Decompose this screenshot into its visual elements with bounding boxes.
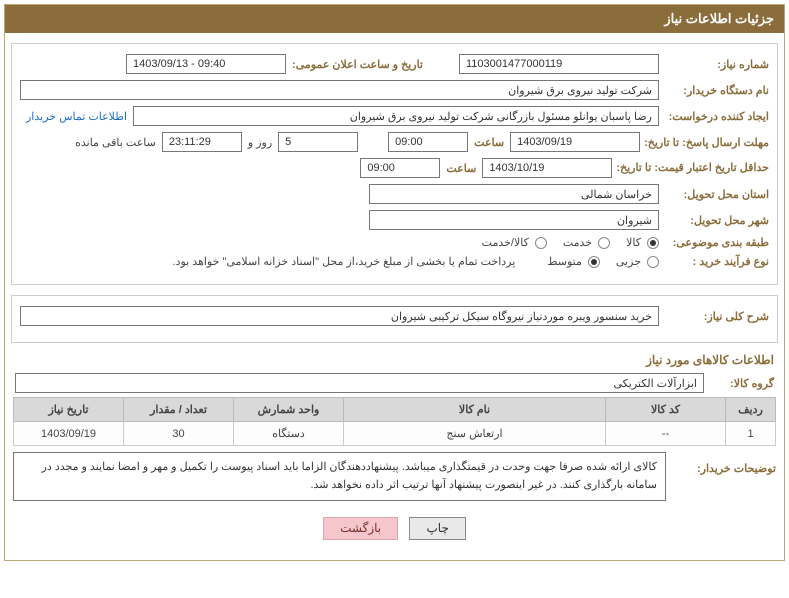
th-unit: واحد شمارش — [234, 398, 344, 422]
goods-group-value: ابزارآلات الکتریکی — [15, 373, 704, 393]
desc-fieldset: شرح کلی نیاز: خرید سنسور ویبره موردنیاز … — [11, 295, 778, 343]
price-validity-date: 1403/10/19 — [482, 158, 612, 178]
radio-goods-service[interactable] — [535, 237, 547, 249]
panel-body: شماره نیاز: 1103001477000119 تاریخ و ساع… — [5, 33, 784, 560]
remaining-suffix: ساعت باقی مانده — [75, 136, 162, 149]
cell-name: ارتعاش سنج — [344, 422, 606, 446]
table-header-row: ردیف کد کالا نام کالا واحد شمارش تعداد /… — [14, 398, 776, 422]
cell-date: 1403/09/19 — [14, 422, 124, 446]
th-row: ردیف — [726, 398, 776, 422]
need-no-value: 1103001477000119 — [459, 54, 659, 74]
proc-type-group: جزیی متوسط — [535, 255, 659, 268]
province-value: خراسان شمالی — [369, 184, 659, 204]
announce-label: تاریخ و ساعت اعلان عمومی: — [286, 58, 429, 71]
reply-date-value: 1403/09/19 — [510, 132, 640, 152]
footer-buttons: چاپ بازگشت — [9, 507, 780, 554]
print-button[interactable]: چاپ — [409, 517, 465, 540]
radio-goods[interactable] — [647, 237, 659, 249]
time-label-1: ساعت — [468, 136, 510, 149]
radio-partial-label: جزیی — [604, 255, 643, 268]
table-row: 1 -- ارتعاش سنج دستگاه 30 1403/09/19 — [14, 422, 776, 446]
radio-goods-service-label: کالا/خدمت — [470, 236, 531, 249]
cell-qty: 30 — [124, 422, 234, 446]
th-name: نام کالا — [344, 398, 606, 422]
proc-note: پرداخت تمام یا بخشی از مبلغ خرید،از محل … — [173, 255, 516, 268]
details-panel: جزئیات اطلاعات نیاز شماره نیاز: 11030014… — [4, 4, 785, 561]
reply-time-value: 09:00 — [388, 132, 468, 152]
radio-goods-label: کالا — [614, 236, 643, 249]
th-date: تاریخ نیاز — [14, 398, 124, 422]
items-table: ردیف کد کالا نام کالا واحد شمارش تعداد /… — [13, 397, 776, 446]
contact-link[interactable]: اطلاعات تماس خریدار — [20, 110, 133, 123]
city-label: شهر محل تحویل: — [659, 214, 769, 227]
org-label: نام دستگاه خریدار: — [659, 84, 769, 97]
days-suffix: روز و — [242, 136, 278, 149]
buyer-notes-value: کالای ارائه شده صرفا جهت وحدت در قیمتگذا… — [13, 452, 666, 501]
cell-unit: دستگاه — [234, 422, 344, 446]
desc-label: شرح کلی نیاز: — [659, 310, 769, 323]
buyer-notes-label: توضیحات خریدار: — [666, 452, 776, 475]
radio-medium[interactable] — [588, 256, 600, 268]
th-qty: تعداد / مقدار — [124, 398, 234, 422]
subject-cat-label: طبقه بندی موضوعی: — [659, 236, 769, 249]
requester-value: رضا پاسبان یوانلو مسئول بازرگانی شرکت تو… — [133, 106, 659, 126]
days-remaining-value: 5 — [278, 132, 358, 152]
requester-label: ایجاد کننده درخواست: — [659, 110, 769, 123]
back-button[interactable]: بازگشت — [323, 517, 398, 540]
goods-group-label: گروه کالا: — [704, 377, 774, 390]
desc-value: خرید سنسور ویبره موردنیاز نیروگاه سیکل ت… — [20, 306, 659, 326]
panel-title: جزئیات اطلاعات نیاز — [5, 5, 784, 33]
price-validity-time: 09:00 — [360, 158, 440, 178]
radio-service[interactable] — [598, 237, 610, 249]
radio-partial[interactable] — [647, 256, 659, 268]
subject-cat-group: کالا خدمت کالا/خدمت — [470, 236, 659, 249]
cell-code: -- — [606, 422, 726, 446]
main-fieldset: شماره نیاز: 1103001477000119 تاریخ و ساع… — [11, 43, 778, 285]
proc-type-label: نوع فرآیند خرید : — [659, 255, 769, 268]
radio-medium-label: متوسط — [535, 255, 584, 268]
hours-remaining-value: 23:11:29 — [162, 132, 242, 152]
th-code: کد کالا — [606, 398, 726, 422]
items-section-title: اطلاعات کالاهای مورد نیاز — [15, 353, 774, 367]
time-label-2: ساعت — [440, 162, 482, 175]
org-name-value: شرکت تولید نیروی برق شیروان — [20, 80, 659, 100]
city-value: شیروان — [369, 210, 659, 230]
radio-service-label: خدمت — [551, 236, 594, 249]
announce-value: 1403/09/13 - 09:40 — [126, 54, 286, 74]
province-label: استان محل تحویل: — [659, 188, 769, 201]
price-validity-label: حداقل تاریخ اعتبار قیمت: تا تاریخ: — [612, 161, 769, 175]
cell-row: 1 — [726, 422, 776, 446]
need-no-label: شماره نیاز: — [659, 58, 769, 71]
reply-deadline-label: مهلت ارسال پاسخ: تا تاریخ: — [640, 136, 769, 149]
